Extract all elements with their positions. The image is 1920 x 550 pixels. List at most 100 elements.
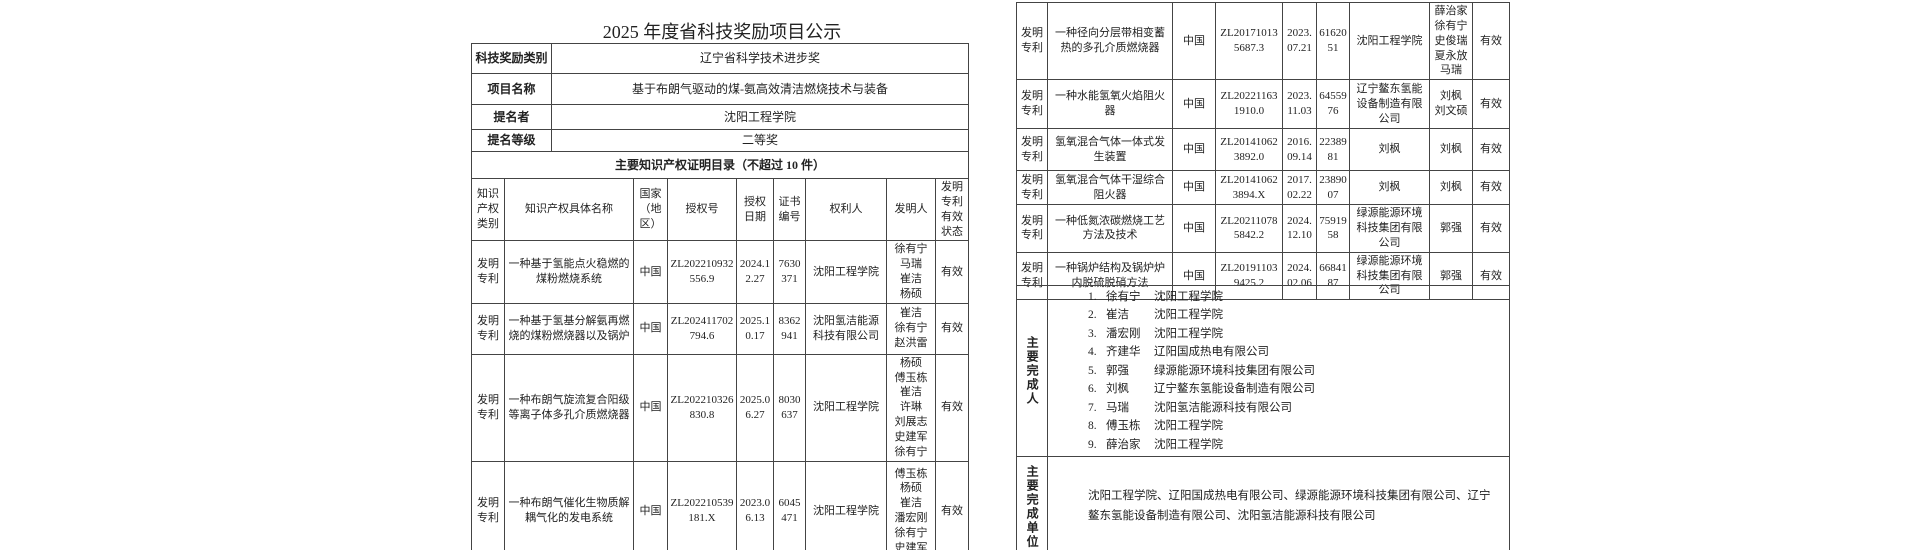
ip-name: 一种径向分层带相变蓄热的多孔介质燃烧器 bbox=[1047, 1, 1173, 81]
inventor: 刘文硕 bbox=[1434, 105, 1468, 118]
ip-name: 一种低氮浓碳燃烧工艺方法及技术 bbox=[1047, 204, 1173, 253]
ip-country: 中国 bbox=[633, 302, 668, 355]
ip-header: 授权号 bbox=[667, 177, 737, 242]
info-label: 提名者 bbox=[471, 104, 552, 130]
person-org: 沈阳氢洁能源科技有限公司 bbox=[1154, 401, 1292, 414]
person-org: 绿源能源环境科技集团有限公司 bbox=[1154, 364, 1315, 377]
ip-name: 氢氧混合气体干湿综合阻火器 bbox=[1047, 170, 1173, 206]
ip-row: 发明专利 氢氧混合气体一体式发生装置 中国 ZL201410623892.0 2016.… bbox=[1016, 128, 1510, 172]
ip-cert: 8030637 bbox=[773, 353, 806, 462]
inventor: 徐有宁 bbox=[1434, 19, 1468, 32]
person: 1. 徐有宁 沈阳工程学院 bbox=[1088, 288, 1507, 307]
person-name: 傅玉栋 bbox=[1106, 420, 1141, 433]
person: 5. 郭强 绿源能源环境科技集团有限公司 bbox=[1088, 362, 1507, 381]
ip-header: 证书编号 bbox=[773, 177, 806, 242]
inventor: 郭强 bbox=[1440, 269, 1462, 282]
ip-date: 2024.12.10 bbox=[1282, 204, 1317, 253]
ip-date: 2025.10.17 bbox=[736, 302, 774, 355]
inventor: 徐有宁 bbox=[894, 527, 928, 539]
ip-status: 有效 bbox=[935, 353, 969, 462]
inventor: 崔洁 bbox=[900, 307, 922, 320]
ip-owner: 沈阳工程学院 bbox=[805, 353, 887, 462]
ip-country: 中国 bbox=[1172, 1, 1216, 81]
person-org: 沈阳工程学院 bbox=[1154, 420, 1223, 433]
ip-owner: 刘枫 bbox=[1349, 128, 1430, 172]
ip-owner: 沈阳工程学院 bbox=[805, 240, 887, 304]
person-name: 马瑞 bbox=[1106, 401, 1129, 414]
ip-row: 发明专利 一种基于氢基分解氨再燃烧的煤粉燃烧器以及锅炉 中国 ZL2024117027… bbox=[471, 302, 969, 355]
inventor: 崔洁 bbox=[900, 273, 922, 286]
inventors: 郭强 bbox=[1429, 204, 1473, 253]
ip-type: 发明专利 bbox=[471, 240, 505, 304]
ip-owner: 沈阳工程学院 bbox=[805, 460, 887, 550]
person-no: 3. bbox=[1088, 327, 1097, 340]
right-page: 发明专利 一种径向分层带相变蓄热的多孔介质燃烧器 中国 ZL201710135687.… bbox=[1016, 0, 1512, 550]
ip-no: ZL202210932556.9 bbox=[667, 240, 737, 304]
ip-name: 一种基于氢基分解氨再燃烧的煤粉燃烧器以及锅炉 bbox=[504, 302, 634, 355]
inventor: 潘宏刚 bbox=[894, 512, 928, 525]
inventor: 马瑞 bbox=[900, 258, 922, 271]
info-row: 科技奖励类别 辽宁省科学技术进步奖 bbox=[471, 43, 969, 74]
inventor: 刘枫 bbox=[1440, 143, 1462, 156]
ip-country: 中国 bbox=[1172, 170, 1216, 206]
ip-owner: 绿源能源环境科技集团有限公司 bbox=[1349, 204, 1430, 253]
info-row: 项目名称 基于布朗气驱动的煤-氨高效清洁燃烧技术与装备 bbox=[471, 73, 969, 105]
ip-country: 中国 bbox=[1172, 79, 1216, 130]
ip-owner: 沈阳氢洁能源科技有限公司 bbox=[805, 302, 887, 355]
ip-no: ZL202210326830.8 bbox=[667, 353, 737, 462]
ip-type: 发明专利 bbox=[1016, 204, 1048, 253]
info-label: 科技奖励类别 bbox=[471, 43, 552, 74]
ip-status: 有效 bbox=[1472, 1, 1510, 81]
ip-status: 有效 bbox=[935, 460, 969, 550]
inventor: 杨硕 bbox=[900, 356, 922, 369]
person-org: 沈阳工程学院 bbox=[1154, 327, 1223, 340]
ip-type: 发明专利 bbox=[471, 302, 505, 355]
inventor: 杨硕 bbox=[900, 482, 922, 495]
ip-country: 中国 bbox=[633, 460, 668, 550]
inventors: 傅玉栋 杨硕 崔洁 潘宏刚 徐有宁 史建军 bbox=[886, 460, 936, 550]
ip-date: 2024.12.27 bbox=[736, 240, 774, 304]
ip-name: 一种布朗气旋流复合阳级等离子体多孔介质燃烧器 bbox=[504, 353, 634, 462]
ip-header: 权利人 bbox=[805, 177, 887, 242]
ip-row: 发明专利 一种布朗气旋流复合阳级等离子体多孔介质燃烧器 中国 ZL2022103268… bbox=[471, 353, 969, 462]
ip-header: 发明人 bbox=[886, 177, 936, 242]
inventors: 薛治家 徐有宁 史俊瑞 夏永放 马瑞 bbox=[1429, 1, 1473, 81]
person-name: 郭强 bbox=[1106, 364, 1129, 377]
person: 9. 薛治家 沈阳工程学院 bbox=[1088, 436, 1507, 455]
info-table: 科技奖励类别 辽宁省科学技术进步奖 项目名称 基于布朗气驱动的煤-氨高效清洁燃烧技术与… bbox=[471, 43, 969, 152]
ip-row: 发明专利 一种低氮浓碳燃烧工艺方法及技术 中国 ZL202110785842.2 202… bbox=[1016, 204, 1510, 253]
inventor: 徐有宁 bbox=[894, 243, 928, 256]
ip-cert: 6455976 bbox=[1316, 79, 1350, 130]
person-name: 徐有宁 bbox=[1106, 290, 1141, 303]
ip-header-row: 知识产权类别 知识产权具体名称 国家（地区） 授权号 授权日期 证书编号 权利人 发明人 发明专… bbox=[471, 177, 969, 242]
ip-title: 主要知识产权证明目录（不超过 10 件） bbox=[471, 151, 969, 179]
ip-cert: 6045471 bbox=[773, 460, 806, 550]
ip-no: ZL202411702794.6 bbox=[667, 302, 737, 355]
ip-date: 2016.09.14 bbox=[1282, 128, 1317, 172]
ip-header: 发明专利有效状态 bbox=[935, 177, 969, 242]
ip-name: 一种基于氢能点火稳燃的煤粉燃烧系统 bbox=[504, 240, 634, 304]
inventor: 杨硕 bbox=[900, 287, 922, 300]
inventors: 崔洁 徐有宁 赵洪雷 bbox=[886, 302, 936, 355]
ip-table: 发明专利 一种径向分层带相变蓄热的多孔介质燃烧器 中国 ZL201710135687.… bbox=[1016, 1, 1510, 301]
person: 7. 马瑞 沈阳氢洁能源科技有限公司 bbox=[1088, 399, 1507, 418]
ip-no: ZL201410623894.X bbox=[1215, 170, 1283, 206]
person-name: 潘宏刚 bbox=[1106, 327, 1141, 340]
inventor: 刘枫 bbox=[1440, 181, 1462, 194]
person-name: 崔洁 bbox=[1106, 309, 1129, 322]
inventor: 郭强 bbox=[1440, 222, 1462, 235]
inventor: 史建军 bbox=[894, 430, 928, 443]
info-label: 提名等级 bbox=[471, 129, 552, 152]
person-name: 齐建华 bbox=[1106, 346, 1141, 359]
person-no: 1. bbox=[1088, 290, 1097, 303]
inventor: 徐有宁 bbox=[894, 322, 928, 335]
ip-no: ZL202211631910.0 bbox=[1215, 79, 1283, 130]
ip-status: 有效 bbox=[1472, 170, 1510, 206]
person-no: 6. bbox=[1088, 383, 1097, 396]
ip-status: 有效 bbox=[1472, 204, 1510, 253]
info-value: 辽宁省科学技术进步奖 bbox=[551, 43, 969, 74]
ip-type: 发明专利 bbox=[1016, 128, 1048, 172]
ip-row: 发明专利 一种布朗气催化生物质解耦气化的发电系统 中国 ZL202210539181.… bbox=[471, 460, 969, 550]
ip-cert: 2238981 bbox=[1316, 128, 1350, 172]
ip-name: 一种水能氢氧火焰阻火器 bbox=[1047, 79, 1173, 130]
